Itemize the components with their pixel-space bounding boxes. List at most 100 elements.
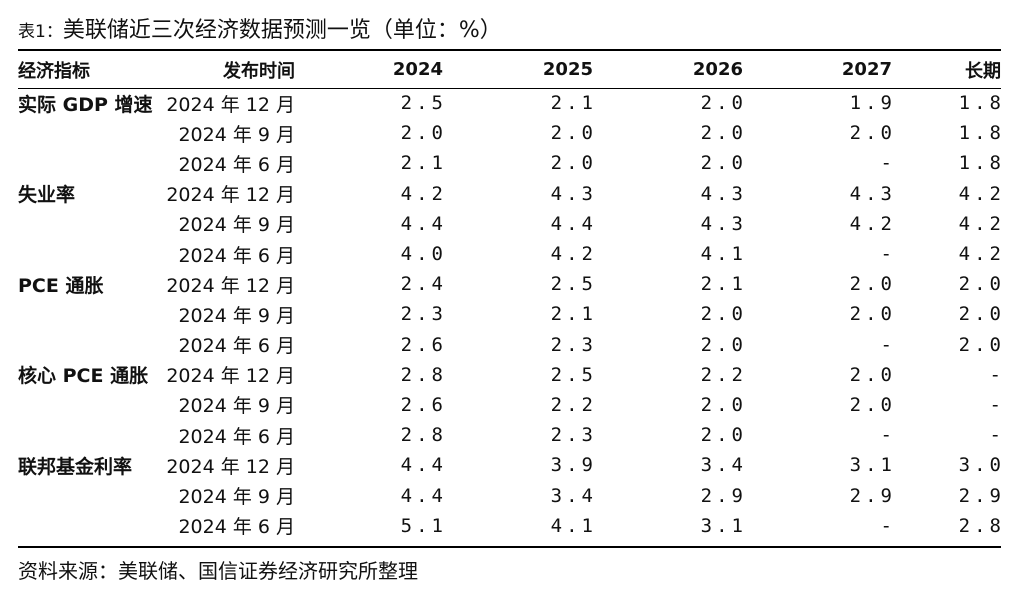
indicator-cell: 核心 PCE 通胀 — [18, 365, 149, 388]
value-2027-cell: 2.0 — [743, 299, 892, 329]
value-2027: - — [881, 515, 892, 537]
value-2027: 2.0 — [849, 273, 892, 296]
value-2025: 2.3 — [550, 424, 593, 447]
value-long-run-cell: 4.2 — [892, 239, 1001, 269]
value-2024-cell: 2.1 — [295, 148, 443, 178]
value-2026-cell: 2.0 — [593, 88, 743, 118]
value-long-run-cell: 2.0 — [892, 269, 1001, 299]
header-2024: 2024 — [392, 59, 443, 80]
table-row: 2024 年 9 月 2.3 2.1 2.0 2.0 2.0 — [18, 299, 1001, 329]
value-2027-cell: 3.1 — [743, 450, 892, 480]
indicator-cell — [18, 420, 163, 450]
value-2027: 2.0 — [849, 363, 892, 386]
value-2025-cell: 2.0 — [443, 118, 593, 148]
value-2025-cell: 3.9 — [443, 450, 593, 480]
value-2027: 1.9 — [849, 92, 892, 115]
value-2027: 2.9 — [849, 484, 892, 507]
value-2027-cell: - — [743, 148, 892, 178]
value-long-run-cell: 1.8 — [892, 118, 1001, 148]
header-row: 经济指标 发布时间 2024 2025 2026 2027 长期 — [18, 51, 1001, 88]
indicator-cell: 联邦基金利率 — [18, 455, 133, 478]
value-2026-cell: 4.3 — [593, 209, 743, 239]
indicator-cell — [18, 239, 163, 269]
value-long-run: 2.0 — [958, 273, 1001, 296]
value-long-run-cell: - — [892, 360, 1001, 390]
indicator-cell — [18, 480, 163, 510]
indicator-cell — [18, 118, 163, 148]
value-2027-cell: 2.0 — [743, 390, 892, 420]
value-2026: 3.4 — [700, 454, 743, 477]
header-indicator: 经济指标 — [18, 60, 90, 82]
table-row: 2024 年 9 月 4.4 3.4 2.9 2.9 2.9 — [18, 480, 1001, 510]
header-2026: 2026 — [692, 59, 743, 80]
value-2024: 2.5 — [400, 92, 443, 115]
value-long-run-cell: 1.8 — [892, 148, 1001, 178]
value-2026: 2.0 — [700, 152, 743, 175]
value-2025-cell: 4.1 — [443, 511, 593, 541]
value-long-run-cell: 2.9 — [892, 480, 1001, 510]
value-2026-cell: 2.0 — [593, 390, 743, 420]
value-2025-cell: 2.3 — [443, 330, 593, 360]
value-2024: 2.4 — [400, 273, 443, 296]
value-2027-cell: 2.0 — [743, 269, 892, 299]
value-2026: 2.0 — [700, 333, 743, 356]
value-long-run: 4.2 — [958, 212, 1001, 235]
table-row: 2024 年 9 月 2.0 2.0 2.0 2.0 1.8 — [18, 118, 1001, 148]
value-2026: 4.3 — [700, 182, 743, 205]
release-date-cell: 2024 年 12 月 — [166, 455, 295, 478]
value-long-run-cell: 4.2 — [892, 179, 1001, 209]
value-2024: 2.8 — [400, 424, 443, 447]
value-2025: 2.1 — [550, 303, 593, 326]
top-rule — [18, 49, 1001, 51]
value-2024-cell: 2.4 — [295, 269, 443, 299]
value-2024-cell: 2.8 — [295, 420, 443, 450]
value-2026-cell: 2.0 — [593, 330, 743, 360]
value-2025: 2.5 — [550, 273, 593, 296]
value-2025: 2.5 — [550, 363, 593, 386]
value-long-run: 1.8 — [958, 122, 1001, 145]
value-2024: 2.6 — [400, 393, 443, 416]
value-2024-cell: 4.2 — [295, 179, 443, 209]
forecast-table: 经济指标 发布时间 2024 2025 2026 2027 长期 实际 GDP … — [18, 51, 1001, 541]
value-long-run-cell: - — [892, 390, 1001, 420]
header-2027: 2027 — [841, 59, 892, 80]
indicator-cell: PCE 通胀 — [18, 274, 104, 297]
value-2027-cell: 4.2 — [743, 209, 892, 239]
value-2025: 3.4 — [550, 484, 593, 507]
release-date-cell: 2024 年 9 月 — [178, 486, 295, 509]
table-row: 2024 年 6 月 2.1 2.0 2.0 - 1.8 — [18, 148, 1001, 178]
value-2025-cell: 4.4 — [443, 209, 593, 239]
value-2026-cell: 3.4 — [593, 450, 743, 480]
value-2027: 2.0 — [849, 303, 892, 326]
value-2025-cell: 2.5 — [443, 360, 593, 390]
release-date-cell: 2024 年 6 月 — [178, 516, 295, 539]
value-2027-cell: - — [743, 511, 892, 541]
value-2027: 4.3 — [849, 182, 892, 205]
release-date-cell: 2024 年 6 月 — [178, 335, 295, 358]
value-2025: 4.1 — [550, 514, 593, 537]
value-long-run: - — [990, 364, 1001, 386]
value-long-run-cell: 2.8 — [892, 511, 1001, 541]
value-2025-cell: 2.0 — [443, 148, 593, 178]
value-long-run: 4.2 — [958, 243, 1001, 266]
value-2027-cell: - — [743, 239, 892, 269]
value-2027: - — [881, 334, 892, 356]
value-2026: 2.0 — [700, 303, 743, 326]
value-2026-cell: 2.0 — [593, 148, 743, 178]
value-long-run: 1.8 — [958, 92, 1001, 115]
value-long-run-cell: 1.8 — [892, 88, 1001, 118]
value-long-run: 4.2 — [958, 182, 1001, 205]
table-row: PCE 通胀 2024 年 12 月 2.4 2.5 2.1 2.0 2.0 — [18, 269, 1001, 299]
value-2025-cell: 3.4 — [443, 480, 593, 510]
value-2026-cell: 2.1 — [593, 269, 743, 299]
value-2027: 4.2 — [849, 212, 892, 235]
value-2024: 4.4 — [400, 212, 443, 235]
value-2026-cell: 3.1 — [593, 511, 743, 541]
value-2027-cell: - — [743, 330, 892, 360]
value-2024-cell: 2.3 — [295, 299, 443, 329]
value-2026-cell: 4.3 — [593, 179, 743, 209]
value-long-run: 2.9 — [958, 484, 1001, 507]
value-2026-cell: 2.0 — [593, 299, 743, 329]
value-long-run: 2.0 — [958, 303, 1001, 326]
value-2026: 2.1 — [700, 273, 743, 296]
